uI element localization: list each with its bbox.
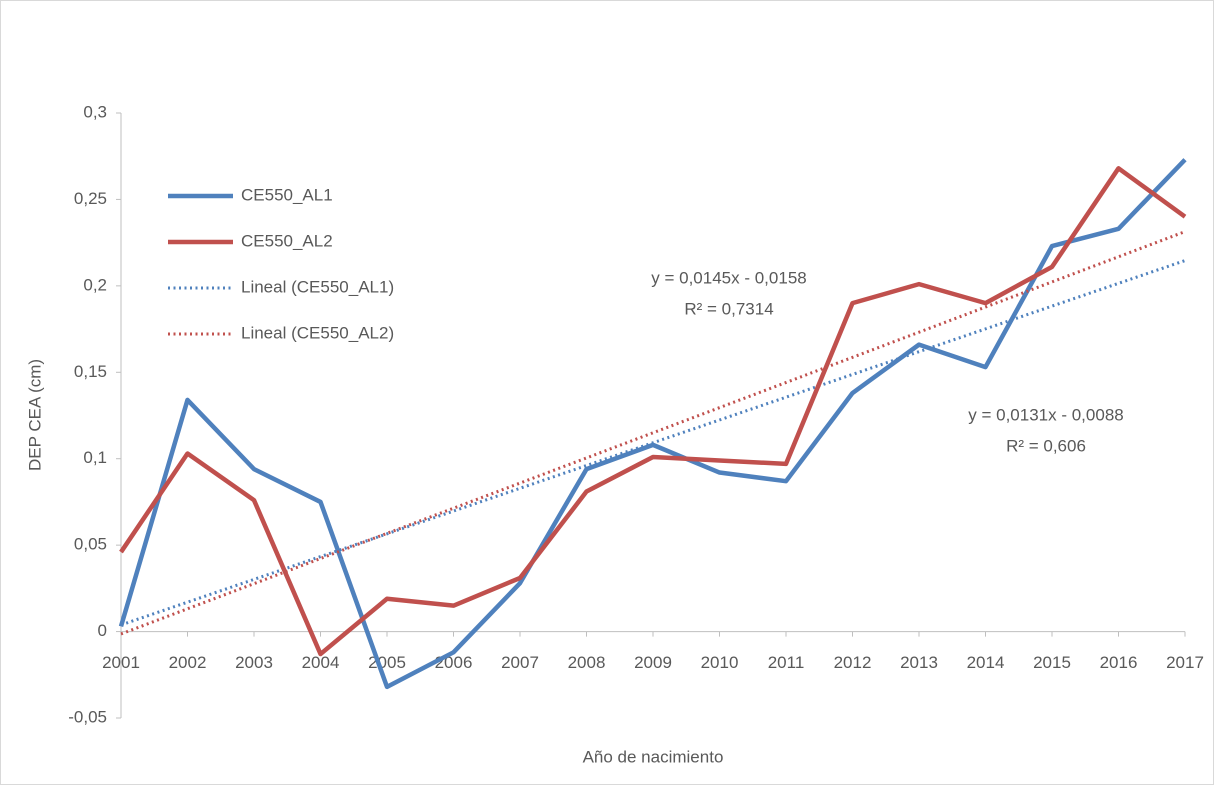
- series-line: [118, 158, 1187, 690]
- x-tick-label: 2014: [967, 653, 1005, 672]
- y-tick-label: 0,05: [74, 535, 107, 554]
- legend-label: Lineal (CE550_AL2): [241, 323, 394, 342]
- x-tick-label: 2017: [1166, 653, 1204, 672]
- x-axis-label: Año de nacimiento: [583, 747, 724, 766]
- trend-equation: y = 0,0131x - 0,0088: [968, 405, 1123, 424]
- y-tick-label: 0,3: [83, 102, 107, 121]
- y-axis-label: DEP CEA (cm): [25, 359, 44, 471]
- x-tick-label: 2010: [701, 653, 739, 672]
- y-tick-label: 0,25: [74, 189, 107, 208]
- legend-label: Lineal (CE550_AL1): [241, 277, 394, 296]
- y-tick-label: 0,15: [74, 362, 107, 381]
- legend-label: CE550_AL1: [241, 185, 333, 204]
- x-tick-label: 2007: [501, 653, 539, 672]
- series-line: [119, 166, 1187, 657]
- x-tick-label: 2001: [102, 653, 140, 672]
- trend-r2: R² = 0,7314: [684, 299, 773, 318]
- y-tick-label: 0,2: [83, 275, 107, 294]
- trend-equation: y = 0,0145x - 0,0158: [651, 268, 806, 287]
- x-tick-label: 2016: [1100, 653, 1138, 672]
- trendline: [120, 230, 1186, 636]
- y-tick-label: 0,1: [83, 448, 107, 467]
- trend-r2: R² = 0,606: [1006, 436, 1086, 455]
- y-tick-label: -0,05: [68, 707, 107, 726]
- x-tick-label: 2003: [235, 653, 273, 672]
- x-tick-label: 2002: [169, 653, 207, 672]
- y-tick-label: 0: [98, 621, 107, 640]
- x-tick-label: 2015: [1033, 653, 1071, 672]
- x-tick-label: 2009: [634, 653, 672, 672]
- x-tick-label: 2008: [568, 653, 606, 672]
- x-tick-label: 2012: [834, 653, 872, 672]
- legend-label: CE550_AL2: [241, 231, 333, 250]
- x-tick-label: 2004: [302, 653, 340, 672]
- x-tick-label: 2006: [435, 653, 473, 672]
- x-tick-label: 2011: [768, 653, 805, 672]
- x-tick-label: 2013: [900, 653, 938, 672]
